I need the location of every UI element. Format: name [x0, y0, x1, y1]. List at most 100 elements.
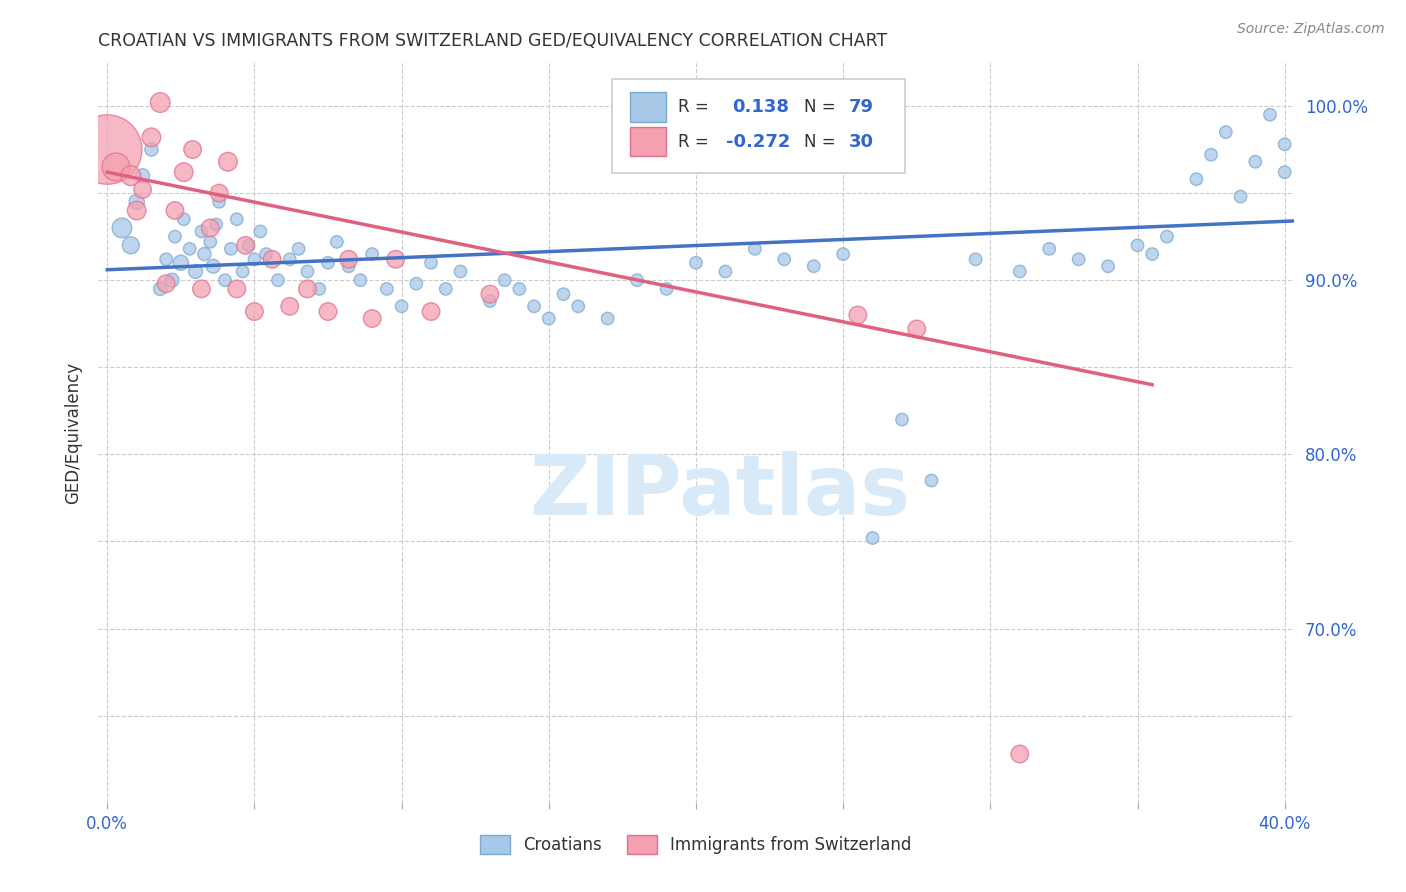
Point	[478, 287, 501, 301]
Text: 0.138: 0.138	[733, 98, 789, 116]
Point	[375, 282, 398, 296]
Point	[391, 299, 413, 313]
Point	[920, 474, 942, 488]
Point	[803, 259, 825, 273]
Point	[1229, 189, 1251, 203]
Point	[1258, 108, 1281, 122]
Point	[131, 183, 153, 197]
Point	[141, 143, 163, 157]
Point	[1244, 154, 1267, 169]
Point	[200, 235, 222, 249]
Point	[190, 224, 212, 238]
Point	[262, 252, 284, 267]
Text: N =: N =	[804, 98, 835, 116]
Point	[553, 287, 575, 301]
Point	[155, 252, 177, 267]
Point	[225, 282, 247, 296]
Point	[626, 273, 648, 287]
Point	[1008, 747, 1031, 761]
Text: 30: 30	[849, 133, 875, 151]
Point	[1215, 125, 1237, 139]
Point	[714, 264, 737, 278]
Point	[278, 252, 301, 267]
Point	[450, 264, 472, 278]
Point	[181, 143, 204, 157]
Point	[832, 247, 855, 261]
Text: 79: 79	[849, 98, 875, 116]
Point	[1199, 148, 1222, 162]
Point	[361, 247, 384, 261]
Bar	[630, 127, 666, 156]
Point	[308, 282, 330, 296]
Point	[349, 273, 371, 287]
Point	[316, 304, 339, 318]
Point	[905, 322, 928, 336]
Point	[163, 203, 186, 218]
Point	[184, 264, 207, 278]
Point	[232, 264, 254, 278]
Point	[238, 238, 260, 252]
Point	[596, 311, 619, 326]
Point	[420, 304, 443, 318]
Point	[155, 277, 177, 291]
Point	[891, 412, 914, 426]
Point	[179, 242, 201, 256]
Point	[214, 273, 236, 287]
Point	[200, 221, 222, 235]
Point	[173, 212, 195, 227]
Point	[219, 242, 242, 256]
Point	[141, 130, 163, 145]
Point	[254, 247, 277, 261]
Point	[173, 165, 195, 179]
Point	[1008, 264, 1031, 278]
Point	[235, 238, 257, 252]
Point	[420, 256, 443, 270]
Point	[1097, 259, 1119, 273]
Point	[1067, 252, 1090, 267]
Point	[125, 194, 148, 209]
Point	[208, 194, 231, 209]
Point	[384, 252, 406, 267]
Point	[217, 154, 239, 169]
Point	[225, 212, 247, 227]
Point	[1126, 238, 1149, 252]
Text: -0.272: -0.272	[725, 133, 790, 151]
Point	[316, 256, 339, 270]
Point	[537, 311, 560, 326]
Point	[685, 256, 707, 270]
Text: ZIPatlas: ZIPatlas	[530, 451, 910, 533]
Point	[297, 264, 319, 278]
Point	[965, 252, 987, 267]
Point	[405, 277, 427, 291]
Point	[494, 273, 516, 287]
Point	[846, 308, 869, 322]
Point	[508, 282, 530, 296]
Text: R =: R =	[678, 133, 709, 151]
Point	[337, 259, 360, 273]
Legend: Croatians, Immigrants from Switzerland: Croatians, Immigrants from Switzerland	[474, 829, 918, 861]
Point	[120, 169, 142, 183]
Point	[120, 238, 142, 252]
Point	[337, 252, 360, 267]
Point	[1142, 247, 1164, 261]
Point	[243, 304, 266, 318]
Point	[1038, 242, 1060, 256]
Point	[655, 282, 678, 296]
Point	[249, 224, 271, 238]
Text: N =: N =	[804, 133, 835, 151]
Point	[1274, 165, 1296, 179]
Point	[523, 299, 546, 313]
Point	[862, 531, 884, 545]
Point	[205, 218, 228, 232]
Point	[297, 282, 319, 296]
Point	[744, 242, 766, 256]
Point	[160, 273, 183, 287]
Point	[131, 169, 153, 183]
Y-axis label: GED/Equivalency: GED/Equivalency	[65, 361, 83, 504]
Point	[170, 256, 193, 270]
Point	[105, 160, 128, 174]
Point	[278, 299, 301, 313]
Point	[1274, 137, 1296, 152]
Point	[326, 235, 349, 249]
Point	[267, 273, 290, 287]
